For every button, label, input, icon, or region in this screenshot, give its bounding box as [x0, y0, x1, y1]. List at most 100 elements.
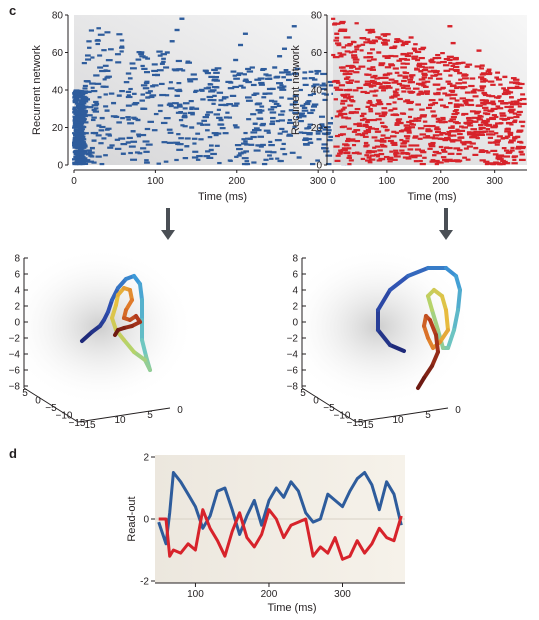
- raster-spike: [419, 66, 425, 68]
- z-tick-label: 0: [14, 318, 20, 329]
- raster-spike: [477, 49, 482, 51]
- raster-spike: [421, 63, 427, 65]
- x-tick-label: 0: [330, 176, 336, 187]
- raster-spike: [368, 108, 373, 110]
- raster-spike: [215, 67, 222, 69]
- raster-spike: [140, 65, 144, 67]
- raster-spike: [423, 125, 429, 127]
- raster-spike: [413, 43, 418, 45]
- raster-spike: [419, 78, 426, 80]
- raster-spike: [411, 56, 418, 58]
- raster-spike: [179, 119, 183, 121]
- raster-spike: [415, 148, 421, 150]
- raster-spike: [81, 112, 86, 114]
- raster-spike: [302, 77, 307, 79]
- z-tick-label: −2: [9, 334, 21, 345]
- raster-spike: [510, 147, 514, 149]
- raster-spike: [308, 142, 313, 144]
- raster-spike: [377, 149, 383, 151]
- raster-spike: [401, 80, 407, 82]
- raster-spike: [353, 61, 359, 63]
- raster-spike: [496, 78, 502, 80]
- raster-spike: [225, 81, 232, 83]
- raster-spike: [267, 154, 272, 156]
- raster-spike: [292, 25, 297, 27]
- raster-spike: [370, 48, 375, 50]
- raster-spike: [120, 143, 127, 145]
- x-tick-label: 100: [379, 176, 396, 187]
- raster-spike: [120, 50, 124, 52]
- raster-spike: [203, 116, 209, 118]
- raster-spike: [174, 159, 178, 161]
- raster-spike: [251, 94, 256, 96]
- raster-spike: [520, 98, 526, 100]
- raster-spike: [516, 146, 522, 148]
- raster-spike: [513, 82, 520, 84]
- raster-spike: [461, 86, 467, 88]
- raster-spike: [243, 140, 248, 142]
- raster-spike: [172, 102, 179, 104]
- raster-spike: [237, 154, 242, 156]
- raster-spike: [450, 125, 454, 127]
- raster-spike: [452, 94, 458, 96]
- raster-spike: [502, 93, 508, 95]
- raster-spike: [408, 144, 414, 146]
- raster-spike: [85, 80, 91, 82]
- raster-spike: [490, 102, 495, 104]
- raster-spike: [361, 113, 366, 115]
- raster-spike: [513, 79, 519, 81]
- raster-spike: [370, 76, 376, 78]
- raster-spike: [392, 101, 396, 103]
- raster-spike: [231, 71, 237, 73]
- raster-spike: [495, 72, 500, 74]
- raster-spike: [129, 145, 136, 147]
- raster-spike: [204, 124, 210, 126]
- raster-spike: [381, 89, 386, 91]
- raster-spike: [420, 92, 425, 94]
- raster-spike: [103, 105, 108, 107]
- raster-spike: [461, 114, 465, 116]
- raster-spike: [127, 137, 133, 139]
- raster-spike: [364, 144, 370, 146]
- raster-spike: [247, 70, 253, 72]
- raster-spike: [255, 103, 261, 105]
- raster-spike: [360, 115, 365, 117]
- y-tick-label: 20: [311, 123, 323, 134]
- raster-spike: [378, 64, 384, 66]
- raster-spike: [175, 29, 180, 31]
- raster-spike: [408, 108, 413, 110]
- raster-spike: [455, 112, 459, 114]
- raster-spike: [361, 158, 365, 160]
- raster-spike: [352, 131, 357, 133]
- raster-spike: [478, 76, 484, 78]
- raster-spike: [117, 94, 122, 96]
- raster-spike: [487, 69, 492, 71]
- raster-spike: [181, 69, 185, 71]
- raster-spike: [176, 60, 182, 62]
- raster-spike: [401, 152, 408, 154]
- raster-spike: [355, 140, 360, 142]
- raster-spike: [206, 157, 213, 159]
- raster-spike: [152, 74, 157, 76]
- raster-spike: [434, 128, 439, 130]
- raster-spike: [405, 137, 409, 139]
- raster-spike: [282, 143, 286, 145]
- raster-spike: [413, 88, 420, 90]
- raster-spike: [282, 48, 287, 50]
- raster-spike: [483, 100, 489, 102]
- raster-spike: [400, 145, 407, 147]
- raster-spike: [346, 138, 350, 140]
- raster-spike: [420, 151, 426, 153]
- raster-spike: [488, 72, 492, 74]
- raster-spike: [265, 74, 271, 76]
- raster-spike: [353, 59, 360, 61]
- raster-spike: [357, 125, 362, 127]
- raster-spike: [319, 116, 325, 118]
- raster-spike: [403, 77, 409, 79]
- raster-spike: [403, 72, 409, 74]
- raster-spike: [344, 151, 350, 153]
- y3d-tick-label: 0: [455, 405, 461, 416]
- raster-spike: [480, 73, 486, 75]
- raster-spike: [436, 62, 441, 64]
- raster-spike: [421, 73, 427, 75]
